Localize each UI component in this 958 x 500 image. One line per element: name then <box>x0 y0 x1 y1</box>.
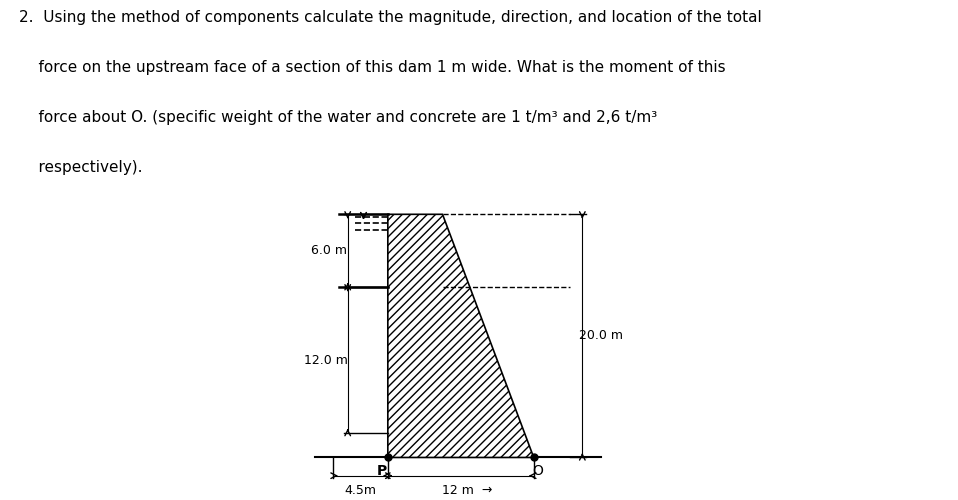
Text: force on the upstream face of a section of this dam 1 m wide. What is the moment: force on the upstream face of a section … <box>19 60 726 75</box>
Text: P: P <box>376 464 387 477</box>
Polygon shape <box>388 214 534 458</box>
Text: 2.  Using the method of components calculate the magnitude, direction, and locat: 2. Using the method of components calcul… <box>19 10 762 25</box>
Text: 20.0 m: 20.0 m <box>579 330 623 342</box>
Text: 4.5m: 4.5m <box>345 484 376 497</box>
Text: 6.0 m: 6.0 m <box>311 244 348 258</box>
Text: respectively).: respectively). <box>19 160 143 175</box>
Text: O: O <box>532 464 543 477</box>
Text: 12.0 m: 12.0 m <box>304 354 348 366</box>
Text: 12 m  →: 12 m → <box>442 484 492 497</box>
Text: force about O. (specific weight of the water and concrete are 1 t/m³ and 2,6 t/m: force about O. (specific weight of the w… <box>19 110 657 125</box>
